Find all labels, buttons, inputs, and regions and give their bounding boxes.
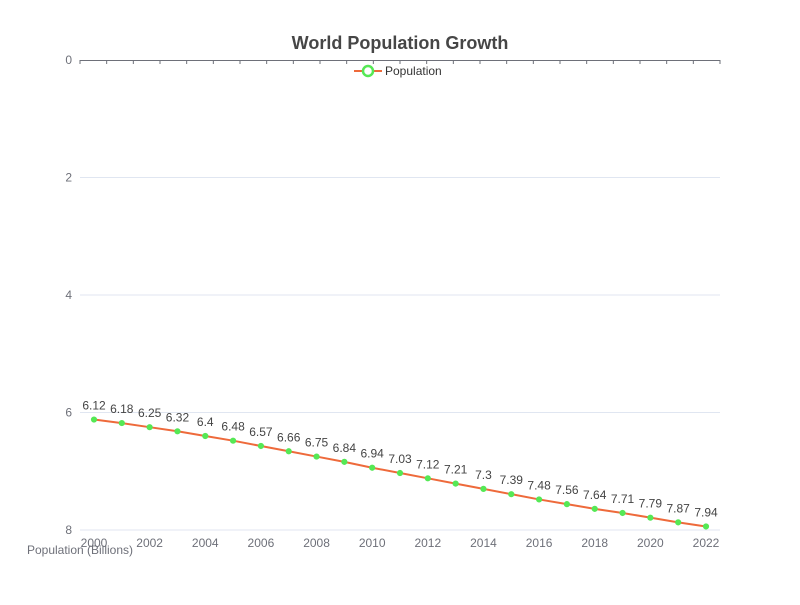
- x-tick-label: 2008: [303, 536, 330, 550]
- data-point: [508, 491, 515, 498]
- data-point: [118, 419, 125, 427]
- data-label: 6.25: [138, 406, 162, 420]
- data-label: 6.12: [82, 399, 106, 413]
- data-label: 6.32: [166, 410, 190, 424]
- data-label: 6.94: [361, 447, 385, 461]
- data-label: 7.64: [583, 488, 607, 502]
- y-tick-label: 0: [65, 53, 72, 67]
- data-point: [174, 428, 181, 435]
- data-label: 7.3: [475, 468, 492, 482]
- data-label: 7.48: [527, 478, 551, 492]
- data-label: 7.87: [667, 501, 691, 515]
- data-point: [257, 442, 265, 450]
- data-point: [229, 437, 237, 444]
- data-label: 6.75: [305, 436, 329, 450]
- data-point: [424, 475, 431, 482]
- x-tick-label: 2014: [470, 536, 497, 550]
- chart-title: World Population Growth: [292, 33, 509, 53]
- y-tick-label: 2: [65, 171, 72, 185]
- data-label: 7.94: [694, 505, 718, 519]
- data-label: 7.71: [611, 492, 635, 506]
- x-tick-label: 2022: [693, 536, 720, 550]
- legend[interactable]: Population: [354, 64, 442, 78]
- data-point: [202, 432, 209, 440]
- x-tick-label: 2020: [637, 536, 664, 550]
- legend-marker-swatch: [361, 64, 375, 78]
- data-label: 7.03: [388, 452, 412, 466]
- data-point: [396, 469, 404, 477]
- data-label: 7.21: [444, 463, 468, 477]
- data-point: [90, 416, 98, 423]
- data-label: 7.79: [639, 497, 663, 511]
- data-label: 6.48: [221, 420, 245, 434]
- data-label: 6.57: [249, 425, 273, 439]
- data-point: [146, 424, 153, 431]
- data-point: [285, 448, 292, 455]
- x-tick-label: 2016: [526, 536, 553, 550]
- x-tick-label: 2004: [192, 536, 219, 550]
- x-tick-label: 2010: [359, 536, 386, 550]
- data-label: 6.18: [110, 402, 134, 416]
- x-tick-label: 2012: [414, 536, 441, 550]
- data-point: [563, 501, 571, 508]
- data-label: 7.56: [555, 483, 579, 497]
- data-label: 7.39: [500, 473, 524, 487]
- data-label: 6.4: [197, 415, 214, 429]
- data-point: [619, 509, 626, 517]
- x-tick-label: 2018: [581, 536, 608, 550]
- y-tick-label: 8: [65, 523, 72, 537]
- data-labels: 6.12 6.18 6.25 6.32 6.4 6.48 6.57 6.66 6.75 6.84 6…: [82, 399, 718, 520]
- data-point: [369, 464, 376, 471]
- grid: [80, 177, 720, 531]
- y-tick-label: 6: [65, 406, 72, 420]
- data-point: [480, 485, 487, 492]
- x-tick-label: 2006: [248, 536, 275, 550]
- y-axis-title: Population (Billions): [27, 543, 133, 557]
- data-label: 6.66: [277, 430, 301, 444]
- y-tick-label: 4: [65, 288, 72, 302]
- data-label: 6.84: [333, 441, 357, 455]
- data-point: [313, 453, 320, 460]
- data-point: [591, 505, 598, 512]
- legend-label: Population: [385, 64, 442, 78]
- x-tick-label: 2000: [81, 536, 108, 550]
- series-layer: [90, 416, 710, 530]
- data-label: 7.12: [416, 457, 440, 471]
- data-point: [341, 458, 348, 465]
- data-point: [702, 523, 710, 530]
- data-point: [535, 496, 543, 503]
- data-point: [675, 519, 682, 526]
- x-tick-label: 2002: [136, 536, 163, 550]
- data-point: [647, 514, 654, 521]
- data-point: [452, 480, 459, 487]
- axes: 0 2 4 6 8 2000 2002 2004 2006 2008 2010 2012 2014 201…: [65, 53, 721, 550]
